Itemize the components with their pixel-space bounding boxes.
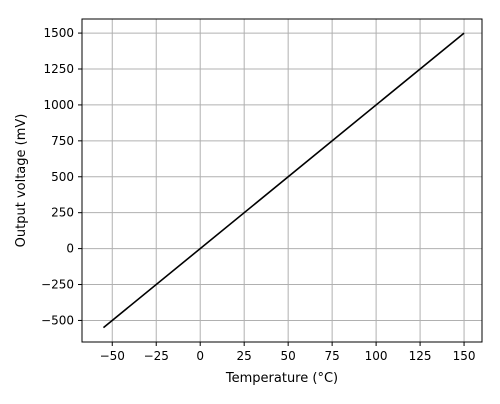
y-tick-label: 750 [51, 134, 74, 148]
x-tick-label: −25 [144, 349, 169, 363]
y-tick-label: 1500 [43, 26, 74, 40]
y-tick-label: −500 [41, 313, 74, 327]
y-tick-label: −250 [41, 278, 74, 292]
x-axis-label: Temperature (°C) [225, 371, 338, 386]
y-tick-label: 0 [66, 242, 74, 256]
x-tick-label: 100 [365, 349, 388, 363]
x-tick-label: 125 [409, 349, 432, 363]
x-tick-label: −50 [100, 349, 125, 363]
x-tick-label: 25 [237, 349, 252, 363]
x-tick-label: 150 [453, 349, 476, 363]
series-line [102, 32, 465, 329]
y-tick-label: 1000 [43, 98, 74, 112]
ticks: −50 −25 0 25 50 75 100 125 150−500−2500250500750… [41, 26, 475, 363]
y-axis-label: Output voltage (mV) [14, 114, 29, 248]
x-tick-label: 0 [196, 349, 204, 363]
y-tick-label: 250 [51, 206, 74, 220]
grid [82, 19, 482, 342]
x-tick-label: 50 [281, 349, 296, 363]
series-layer [102, 32, 465, 329]
x-tick-label: 75 [324, 349, 339, 363]
plot-area-frame [81, 18, 483, 343]
y-tick-label: 1250 [43, 62, 74, 76]
y-tick-label: 500 [51, 170, 74, 184]
